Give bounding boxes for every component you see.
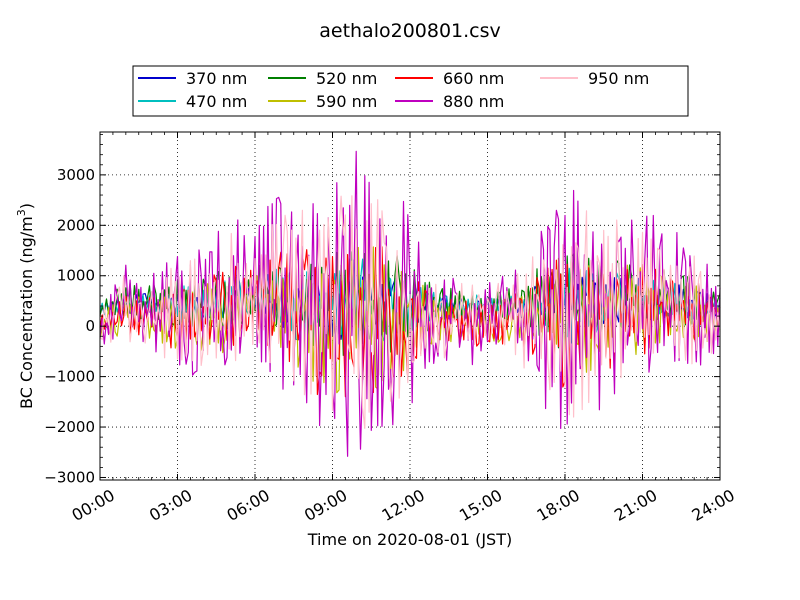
- legend-label: 950 nm: [588, 69, 649, 88]
- y-tick-labels: −3000 −2000 −1000 0 1000 2000 3000: [44, 166, 95, 487]
- x-tick-label: 15:00: [456, 485, 505, 525]
- series-line-950-nm: [99, 195, 721, 429]
- y-axis-label: BC Concentration (ng/m3): [15, 203, 36, 409]
- legend-label: 880 nm: [443, 92, 504, 111]
- x-tick-label: 21:00: [611, 485, 660, 525]
- y-tick-label: 2000: [57, 216, 95, 234]
- legend-label: 370 nm: [186, 69, 247, 88]
- plot-area: [99, 131, 721, 481]
- x-tick-label: 03:00: [146, 485, 195, 525]
- y-tick-label: 3000: [57, 166, 95, 184]
- y-axis-label-main: BC Concentration (ng/m: [17, 216, 36, 409]
- x-tick-label: 09:00: [301, 485, 350, 525]
- chart-title: aethalo200801.csv: [319, 20, 501, 42]
- y-axis-label-end: ): [17, 203, 36, 209]
- legend-box: [132, 65, 689, 117]
- series-lines: [99, 150, 721, 457]
- y-tick-label: 1000: [57, 267, 95, 285]
- y-tick-label: 0: [85, 317, 95, 335]
- legend-label: 590 nm: [316, 92, 377, 111]
- x-tick-labels: 00:00 03:00 06:00 09:00 12:00 15:00 18:00 21:00…: [69, 485, 738, 525]
- y-tick-label: −1000: [44, 368, 95, 386]
- y-tick-label: −2000: [44, 418, 95, 436]
- x-tick-label: 00:00: [69, 485, 118, 525]
- legend-label: 470 nm: [186, 92, 247, 111]
- y-axis-label-superscript: 3: [15, 209, 28, 216]
- x-tick-label: 06:00: [224, 485, 273, 525]
- legend: 370 nm 470 nm 520 nm 590 nm 660 nm 880 nm 950 …: [132, 65, 689, 117]
- y-tick-label: −3000: [44, 468, 95, 486]
- legend-label: 660 nm: [443, 69, 504, 88]
- x-tick-label: 18:00: [534, 485, 583, 525]
- x-axis-label: Time on 2020-08-01 (JST): [307, 530, 512, 549]
- x-tick-label: 12:00: [379, 485, 428, 525]
- x-tick-label: 24:00: [689, 485, 738, 525]
- legend-items: 370 nm 470 nm 520 nm 590 nm 660 nm 880 nm 950 …: [138, 69, 649, 111]
- axis-ticks: [99, 132, 721, 480]
- legend-label: 520 nm: [316, 69, 377, 88]
